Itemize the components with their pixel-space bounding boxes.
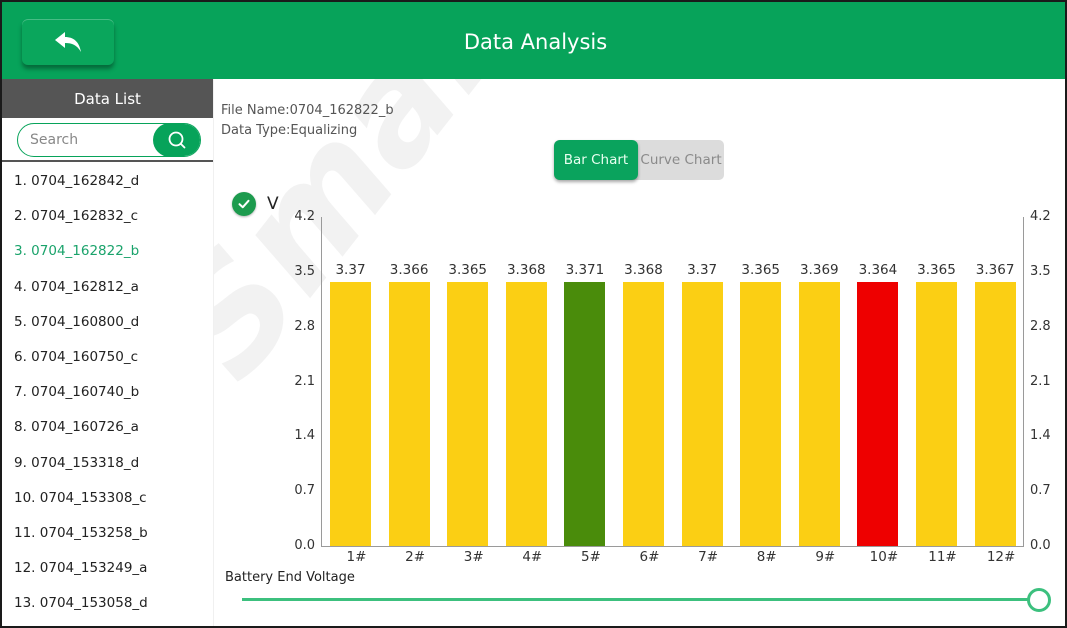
list-item[interactable]: 9. 0704_153318_d bbox=[14, 454, 140, 471]
list-item[interactable]: 2. 0704_162832_c bbox=[14, 208, 138, 225]
bar-1# bbox=[330, 282, 371, 546]
y-tick-label: 0.0 bbox=[294, 538, 315, 553]
x-tick-label: 10# bbox=[869, 549, 899, 565]
x-tick-label: 1# bbox=[346, 549, 367, 565]
y-tick-label: 4.2 bbox=[294, 209, 315, 224]
y-tick-label: 3.5 bbox=[294, 263, 315, 279]
check-circle-icon bbox=[232, 192, 256, 216]
bar-value-label: 3.371 bbox=[565, 261, 605, 278]
bar-value-label: 3.368 bbox=[506, 262, 546, 279]
bar-value-label: 3.367 bbox=[975, 262, 1015, 279]
header-bar: Data Analysis bbox=[2, 2, 1065, 79]
bar-12# bbox=[974, 282, 1016, 546]
y-tick-label: 1.4 bbox=[294, 428, 315, 444]
bar-3# bbox=[447, 282, 489, 546]
bar-value-label: 3.37 bbox=[335, 262, 366, 279]
bar-value-label: 3.365 bbox=[917, 262, 956, 279]
search-box bbox=[17, 123, 201, 157]
list-item[interactable]: 7. 0704_160740_b bbox=[14, 384, 140, 401]
search-icon bbox=[168, 131, 186, 149]
battery-end-voltage-slider-thumb[interactable] bbox=[1027, 588, 1051, 612]
list-item[interactable]: 8. 0704_160726_a bbox=[14, 419, 139, 436]
bar-5# bbox=[564, 281, 606, 546]
sidebar-divider bbox=[213, 79, 214, 626]
sidebar-title: Data List bbox=[2, 79, 213, 118]
bar-8# bbox=[740, 282, 782, 546]
file-name: File Name:0704_162822_b bbox=[221, 103, 394, 118]
sidebar: Data List 1. 0704_162842_d 2. 0704_162832… bbox=[2, 79, 213, 626]
legend-label: V bbox=[267, 194, 279, 214]
battery-end-voltage-slider-track[interactable] bbox=[242, 598, 1028, 601]
bar-value-label: 3.37 bbox=[687, 262, 718, 279]
search-input[interactable] bbox=[18, 124, 158, 156]
page-title: Data Analysis bbox=[463, 30, 608, 54]
file-info: File Name:0704_162822_b Data Type:Equali… bbox=[221, 101, 394, 141]
slider-label: Battery End Voltage bbox=[225, 570, 355, 585]
back-button[interactable] bbox=[22, 19, 114, 65]
back-arrow-icon bbox=[55, 32, 81, 52]
y-tick-label: 2.1 bbox=[294, 373, 315, 389]
x-tick-label: 4# bbox=[522, 549, 543, 565]
list-item[interactable]: 5. 0704_160800_d bbox=[14, 313, 140, 330]
bar-10# bbox=[857, 282, 899, 546]
bar-4# bbox=[505, 282, 547, 546]
y-tick-label-right: 0.0 bbox=[1030, 538, 1051, 553]
list-item[interactable]: 11. 0704_153258_b bbox=[14, 524, 148, 541]
list-item[interactable]: 4. 0704_162812_a bbox=[14, 278, 139, 295]
curve-chart-tab[interactable]: Curve Chart bbox=[640, 152, 722, 168]
bar-value-label: 3.365 bbox=[448, 262, 488, 279]
y-tick-label-right: 2.1 bbox=[1030, 373, 1051, 389]
bar-chart-tab[interactable]: Bar Chart bbox=[554, 140, 638, 180]
y-tick-label-right: 2.8 bbox=[1030, 318, 1051, 334]
y-tick-label: 0.7 bbox=[294, 483, 315, 499]
x-tick-label: 3# bbox=[463, 549, 484, 565]
bar-value-label: 3.368 bbox=[624, 262, 663, 279]
x-axis bbox=[321, 546, 1024, 547]
data-list: 1. 0704_162842_d 2. 0704_162832_c 3. 0704_… bbox=[2, 164, 213, 621]
bar-9# bbox=[798, 282, 840, 546]
y-axis-left bbox=[321, 217, 322, 546]
list-item[interactable]: 10. 0704_153308_c bbox=[14, 489, 147, 506]
bar-11# bbox=[916, 282, 957, 546]
x-tick-label: 9# bbox=[815, 549, 836, 565]
x-tick-label: 11# bbox=[928, 549, 957, 565]
bar-7# bbox=[681, 282, 723, 546]
chart-type-toggle: Curve Chart Bar Chart bbox=[554, 140, 724, 180]
x-tick-label: 8# bbox=[756, 549, 777, 565]
x-tick-label: 5# bbox=[580, 549, 601, 565]
bar-2# bbox=[388, 282, 430, 546]
x-tick-label: 7# bbox=[698, 549, 719, 565]
list-item[interactable]: 6. 0704_160750_c bbox=[14, 348, 138, 365]
list-item[interactable]: 13. 0704_153058_d bbox=[14, 595, 148, 612]
bar-6# bbox=[623, 282, 664, 546]
y-tick-label-right: 0.7 bbox=[1030, 483, 1051, 499]
bar-value-label: 3.364 bbox=[858, 262, 898, 279]
y-tick-label-right: 3.5 bbox=[1030, 263, 1051, 279]
y-tick-label-right: 4.2 bbox=[1030, 209, 1051, 224]
data-type: Data Type:Equalizing bbox=[221, 123, 358, 138]
x-tick-label: 6# bbox=[639, 549, 660, 565]
bar-value-label: 3.369 bbox=[799, 262, 839, 279]
y-tick-label: 2.8 bbox=[294, 318, 315, 334]
search-area bbox=[2, 118, 213, 162]
legend-toggle-v[interactable]: V bbox=[232, 192, 279, 216]
y-tick-label-right: 1.4 bbox=[1030, 428, 1051, 444]
x-tick-label: 2# bbox=[405, 549, 426, 565]
list-item[interactable]: 3. 0704_162822_b bbox=[14, 243, 140, 260]
list-item[interactable]: 12. 0704_153249_a bbox=[14, 560, 148, 577]
x-tick-label: 12# bbox=[986, 549, 1016, 565]
y-axis-right bbox=[1023, 217, 1024, 546]
list-item[interactable]: 1. 0704_162842_d bbox=[14, 173, 140, 189]
bar-value-label: 3.365 bbox=[741, 262, 781, 279]
bar-value-label: 3.366 bbox=[389, 262, 429, 279]
search-button[interactable] bbox=[153, 124, 200, 156]
